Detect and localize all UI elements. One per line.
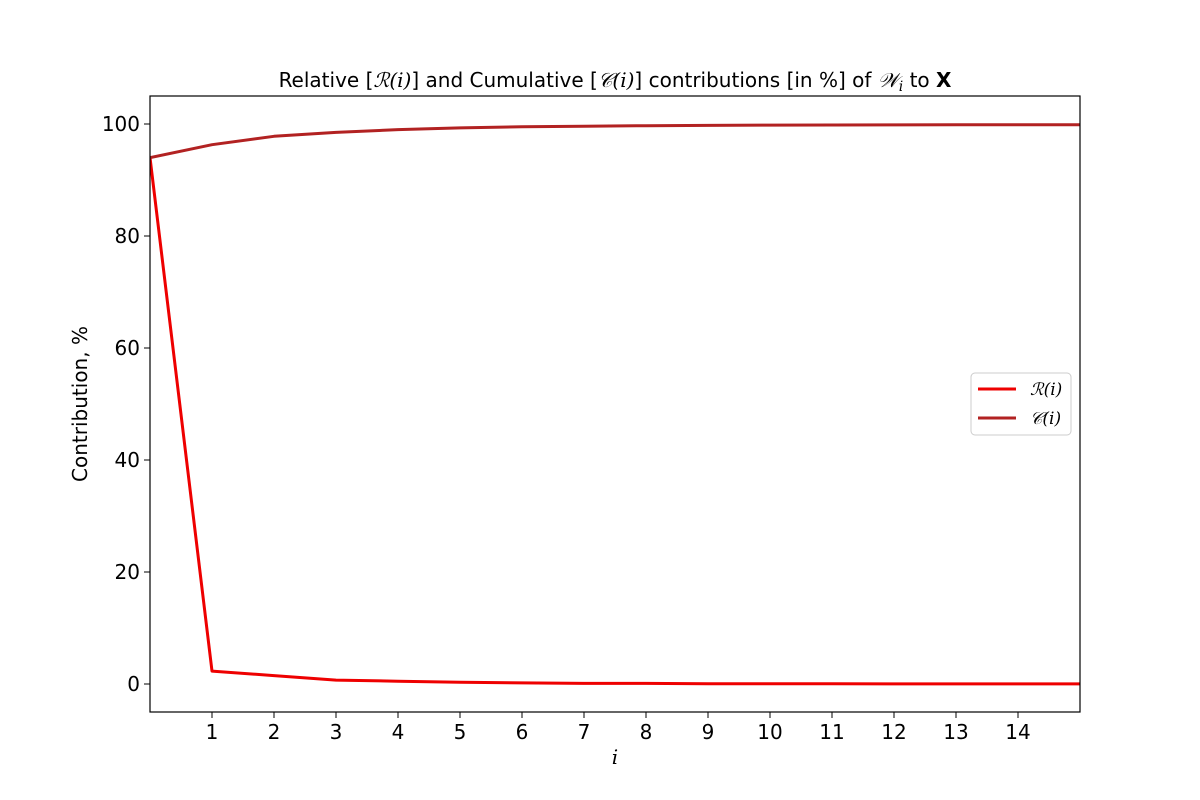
legend-label-c: 𝒞(i) [1030, 409, 1061, 429]
x-tick-label: 4 [392, 720, 405, 744]
x-tick-label: 2 [268, 720, 281, 744]
chart-title: Relative [ℛ(i)] and Cumulative [𝒞(i)] co… [279, 68, 952, 95]
series-line-cumulative [150, 123, 1080, 160]
y-tick-label: 80 [115, 224, 140, 248]
series-lines [150, 123, 1080, 686]
x-tick-label: 1 [206, 720, 219, 744]
series-line-relative [150, 157, 1080, 686]
y-tick-label: 0 [127, 672, 140, 696]
x-tick-label: 6 [516, 720, 529, 744]
y-tick-label: 60 [115, 336, 140, 360]
y-axis-ticks: 0 20 40 60 80 100 [102, 112, 150, 696]
y-tick-label: 20 [115, 560, 140, 584]
x-tick-label: 10 [757, 720, 782, 744]
plot-frame [149, 95, 1081, 713]
x-tick-label: 8 [640, 720, 653, 744]
y-tick-label: 100 [102, 112, 140, 136]
y-tick-label: 40 [115, 448, 140, 472]
x-tick-label: 11 [819, 720, 844, 744]
legend-label-r: ℛ(i) [1030, 380, 1062, 400]
x-axis-ticks: 1 2 3 4 5 6 7 8 9 10 11 12 13 14 [206, 712, 1031, 744]
x-tick-label: 7 [578, 720, 591, 744]
x-tick-label: 5 [454, 720, 467, 744]
legend: ℛ(i) 𝒞(i) [970, 372, 1072, 436]
x-axis-label: i [612, 745, 618, 769]
x-tick-label: 9 [702, 720, 715, 744]
x-tick-label: 14 [1005, 720, 1030, 744]
x-tick-label: 13 [943, 720, 968, 744]
y-axis-label: Contribution, % [68, 326, 92, 482]
x-tick-label: 12 [881, 720, 906, 744]
x-tick-label: 3 [330, 720, 343, 744]
